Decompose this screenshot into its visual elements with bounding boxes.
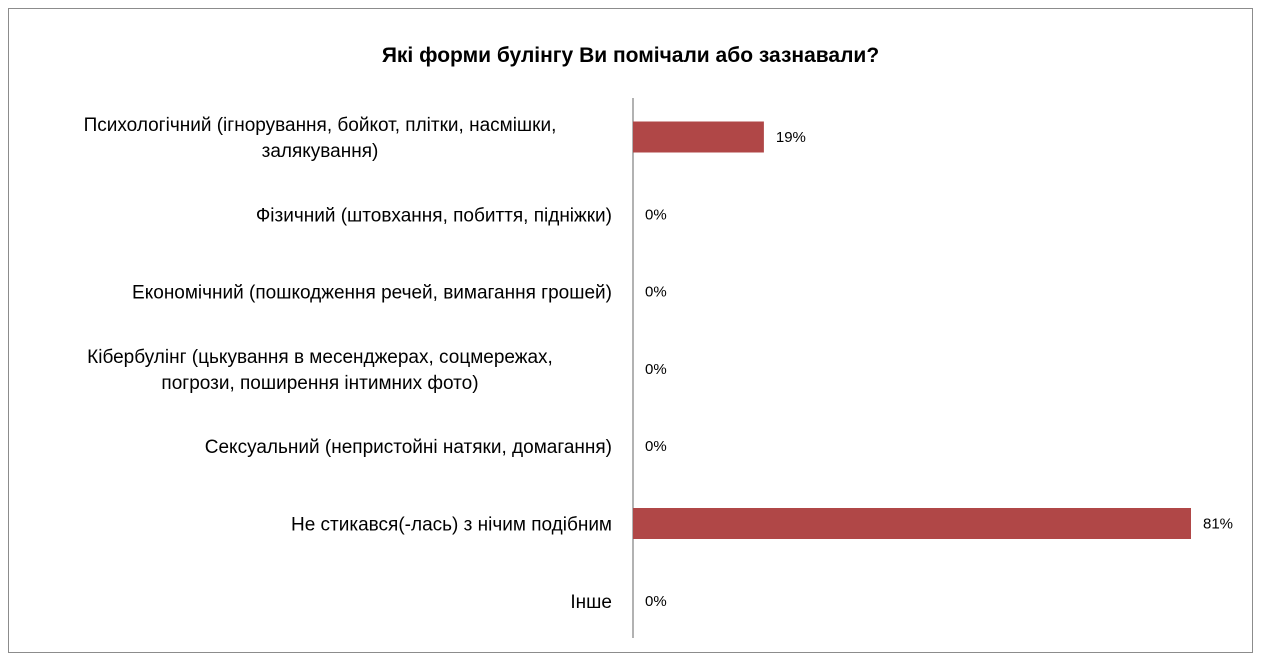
category-label: Сексуальний (непристойні натяки, домаган…: [205, 437, 612, 458]
category-label: Інше: [570, 592, 612, 613]
bar: [633, 121, 764, 153]
category-label: Фізичний (штовхання, побиття, підніжки): [256, 205, 612, 226]
category-label: Психологічний (ігнорування, бойкот, пліт…: [84, 115, 557, 162]
category-label-line: Кібербулінг (цькування в месенджерах, со…: [87, 347, 553, 368]
data-label: 0%: [645, 593, 667, 610]
category-label: Не стикався(-лась) з нічим подібним: [291, 515, 612, 536]
data-label: 0%: [645, 361, 667, 378]
category-label-line: Економічний (пошкодження речей, вимаганн…: [132, 283, 612, 304]
category-label-line: Сексуальний (непристойні натяки, домаган…: [205, 437, 612, 458]
data-label: 0%: [645, 438, 667, 455]
chart-title: Які форми булінгу Ви помічали або зазнав…: [381, 44, 880, 67]
category-label-line: Фізичний (штовхання, побиття, підніжки): [256, 205, 612, 226]
category-label-line: залякування): [262, 141, 379, 162]
category-label-line: Інше: [570, 592, 612, 613]
category-label-line: Психологічний (ігнорування, бойкот, пліт…: [84, 115, 557, 136]
data-label: 81%: [1203, 516, 1233, 533]
data-label: 0%: [645, 206, 667, 223]
bar: [633, 508, 1191, 539]
category-label-line: Не стикався(-лась) з нічим подібним: [291, 515, 612, 536]
data-label: 0%: [645, 284, 667, 301]
category-label-line: погрози, поширення інтимних фото): [161, 373, 478, 394]
chart-frame: [8, 8, 1253, 653]
category-label: Кібербулінг (цькування в месенджерах, со…: [87, 347, 553, 394]
category-label: Економічний (пошкодження речей, вимаганн…: [132, 283, 612, 304]
data-label: 19%: [776, 129, 806, 146]
